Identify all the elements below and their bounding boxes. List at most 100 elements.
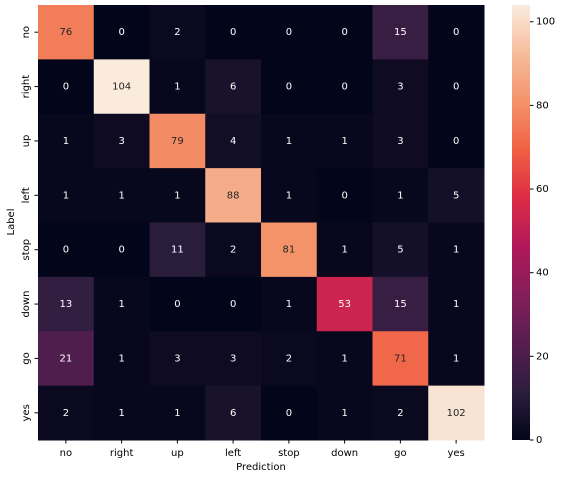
- cell: [149, 331, 206, 387]
- cell: [93, 276, 150, 332]
- cell: [261, 331, 318, 387]
- cell: [372, 222, 429, 278]
- cell: [205, 5, 262, 60]
- cell-label: 1: [286, 136, 292, 147]
- cell-label: 15: [394, 299, 407, 310]
- cell: [93, 385, 150, 441]
- cell-label: 13: [60, 299, 73, 310]
- cell: [372, 331, 429, 387]
- cell: [38, 168, 95, 223]
- colorbar-tick-label: 20: [536, 351, 549, 362]
- x-tick-label: down: [331, 448, 358, 459]
- y-tick-label: go: [21, 352, 32, 364]
- cell: [372, 168, 429, 223]
- cell-label: 81: [283, 245, 296, 256]
- cell-label: 1: [341, 408, 347, 419]
- cell-label: 0: [230, 27, 236, 38]
- cell: [372, 113, 429, 169]
- cell: [93, 59, 150, 115]
- cell: [261, 113, 318, 169]
- colorbar-tick-label: 0: [536, 435, 542, 446]
- cell-label: 2: [174, 27, 180, 38]
- cell-label: 1: [341, 353, 347, 364]
- cell: [316, 5, 373, 60]
- cell: [93, 331, 150, 387]
- cell-label: 0: [286, 408, 292, 419]
- cell-label: 3: [230, 353, 236, 364]
- cell: [149, 385, 206, 441]
- cell: [205, 113, 262, 169]
- cell-label: 3: [174, 353, 180, 364]
- cell: [372, 59, 429, 115]
- cell: [428, 222, 485, 278]
- cell: [261, 59, 318, 115]
- cell: [38, 331, 95, 387]
- cell: [149, 59, 206, 115]
- x-tick-label: go: [394, 448, 406, 459]
- cell: [428, 5, 485, 60]
- cell: [205, 222, 262, 278]
- cell-label: 88: [227, 190, 240, 201]
- y-tick-label: right: [21, 75, 32, 99]
- cell: [38, 385, 95, 441]
- cell: [372, 276, 429, 332]
- cell-label: 1: [397, 190, 403, 201]
- cell: [316, 276, 373, 332]
- cell-label: 1: [286, 190, 292, 201]
- cell-label: 1: [174, 190, 180, 201]
- cell: [316, 113, 373, 169]
- colorbar-tick-label: 100: [536, 17, 555, 28]
- cell: [149, 5, 206, 60]
- cell-label: 1: [63, 136, 69, 147]
- cell: [261, 222, 318, 278]
- cell-label: 0: [118, 27, 124, 38]
- cell-label: 2: [286, 353, 292, 364]
- cell-label: 3: [397, 82, 403, 93]
- cell: [149, 113, 206, 169]
- cell: [316, 222, 373, 278]
- cell-label: 1: [63, 190, 69, 201]
- cell-label: 1: [174, 408, 180, 419]
- cell: [428, 168, 485, 223]
- cell-label: 1: [118, 408, 124, 419]
- cell: [38, 222, 95, 278]
- cell-label: 71: [394, 353, 407, 364]
- cell-label: 0: [453, 136, 459, 147]
- cell: [38, 59, 95, 115]
- cell-label: 0: [63, 82, 69, 93]
- cell-label: 102: [447, 408, 466, 419]
- cell-label: 0: [453, 27, 459, 38]
- cell: [316, 385, 373, 441]
- cell-label: 0: [341, 190, 347, 201]
- y-tick-label: left: [21, 187, 32, 203]
- cell-label: 3: [397, 136, 403, 147]
- cell-label: 1: [118, 190, 124, 201]
- colorbar-tick-label: 80: [536, 100, 549, 111]
- cell: [149, 276, 206, 332]
- cell-label: 0: [286, 27, 292, 38]
- cell: [372, 385, 429, 441]
- cell-label: 79: [171, 136, 184, 147]
- cell-label: 0: [63, 245, 69, 256]
- cell: [93, 168, 150, 223]
- cell-label: 104: [112, 82, 131, 93]
- cell-label: 11: [171, 245, 184, 256]
- y-axis-label: Label: [6, 209, 17, 236]
- cell-label: 76: [60, 27, 73, 38]
- cell: [205, 59, 262, 115]
- x-tick-label: no: [60, 448, 72, 459]
- cell-label: 1: [286, 299, 292, 310]
- colorbar: [512, 5, 530, 440]
- cell-label: 2: [230, 245, 236, 256]
- cell-label: 0: [453, 82, 459, 93]
- cell-label: 21: [60, 353, 73, 364]
- cell-label: 0: [118, 245, 124, 256]
- x-tick-label: yes: [447, 448, 464, 459]
- cell: [261, 5, 318, 60]
- cell-label: 2: [63, 408, 69, 419]
- x-axis-label: Prediction: [236, 462, 286, 473]
- cell: [261, 385, 318, 441]
- cell: [428, 385, 485, 441]
- cell: [149, 222, 206, 278]
